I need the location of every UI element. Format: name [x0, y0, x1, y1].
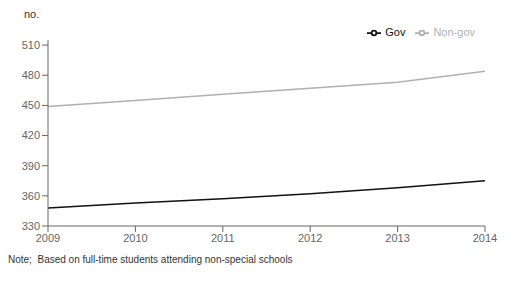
- svg-text:420: 420: [22, 129, 40, 141]
- svg-text:2009: 2009: [36, 232, 60, 244]
- svg-text:2012: 2012: [298, 232, 322, 244]
- svg-text:2010: 2010: [123, 232, 147, 244]
- html-text:Gov: Gov: [385, 26, 406, 38]
- svg-text:330: 330: [22, 220, 40, 232]
- svg-text:360: 360: [22, 190, 40, 202]
- svg-text:480: 480: [22, 69, 40, 81]
- svg-text:2013: 2013: [385, 232, 409, 244]
- svg-text:390: 390: [22, 160, 40, 172]
- html-text:no.: no.: [24, 8, 40, 20]
- html-text:Note; Based on full-time stude: Note; Based on full-time students attend…: [8, 254, 293, 265]
- html-text:Non-gov: Non-gov: [433, 26, 475, 38]
- svg-text:2014: 2014: [473, 232, 497, 244]
- svg-text:450: 450: [22, 99, 40, 111]
- svg-text:510: 510: [22, 39, 40, 51]
- svg-text:2011: 2011: [211, 232, 235, 244]
